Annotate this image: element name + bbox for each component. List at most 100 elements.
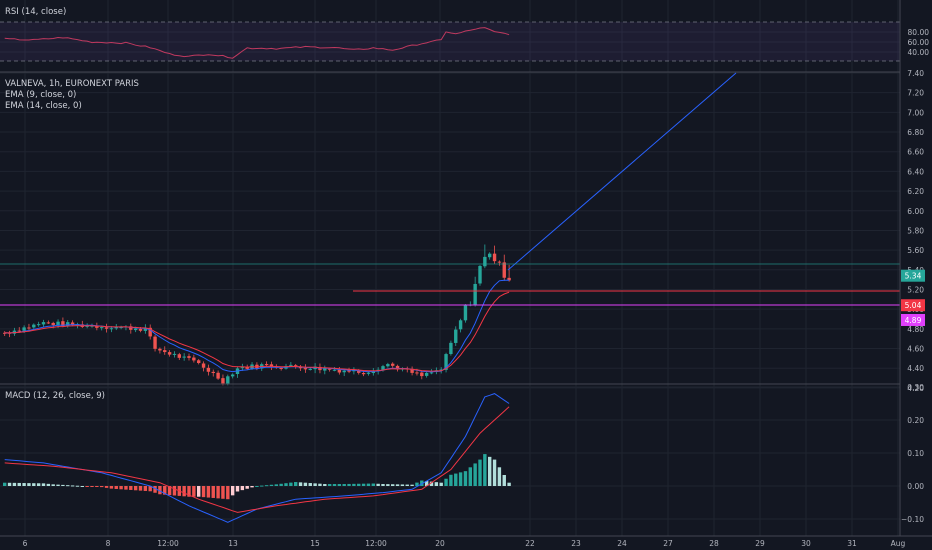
macd-histogram-bar <box>51 484 55 486</box>
macd-histogram-bar <box>458 472 463 486</box>
candle-body <box>206 367 211 372</box>
candle-body <box>381 366 385 370</box>
macd-tick-label: 0.10 <box>907 449 924 458</box>
price-label-box <box>901 269 925 282</box>
macd-histogram-bar <box>410 484 414 486</box>
price-level-labels: 5.34 5.04 4.89 <box>901 269 925 326</box>
candle-body <box>391 363 395 366</box>
candle-body <box>148 327 152 337</box>
candle-body <box>507 277 511 281</box>
candle-body <box>216 372 220 379</box>
macd-histogram-bar <box>318 483 322 486</box>
time-tick-label: 31 <box>847 539 857 548</box>
candle-body <box>439 369 443 371</box>
macd-histogram-bar <box>182 486 186 497</box>
candle-body <box>337 369 342 373</box>
macd-histogram-bar <box>240 486 245 491</box>
macd-histogram-bar <box>468 467 472 486</box>
candle-body <box>114 327 118 329</box>
macd-histogram-bar <box>260 485 264 487</box>
candle-body <box>41 322 46 325</box>
price-tick-label: 5.80 <box>907 226 924 235</box>
candle-body <box>143 327 148 331</box>
candle-body <box>420 372 424 377</box>
macd-histogram-bar <box>269 484 274 486</box>
macd-histogram-bar <box>342 484 346 486</box>
candle-body <box>133 328 138 331</box>
candle-body <box>245 367 249 369</box>
price-label-box <box>901 313 925 326</box>
macd-histogram-bar <box>109 486 114 489</box>
macd-panel[interactable]: MACD (12, 26, close, 9) <box>3 391 511 523</box>
candle-body <box>158 348 162 351</box>
price-tick-label: 4.60 <box>907 345 924 354</box>
price-label-box <box>901 299 925 312</box>
rsi-panel[interactable]: RSI (14, close) <box>0 7 900 62</box>
candle-body <box>342 370 346 373</box>
price-tick-label: 7.40 <box>907 69 924 78</box>
macd-legend: MACD (12, 26, close, 9) <box>5 391 105 401</box>
macd-histogram-bar <box>61 484 65 486</box>
macd-histogram-bar <box>449 474 453 486</box>
time-tick-label: 23 <box>571 539 581 548</box>
macd-histogram-bar <box>478 459 482 486</box>
time-tick-label: 13 <box>228 539 238 548</box>
candle-body <box>429 372 434 374</box>
time-axis[interactable]: 6 8 12:00 13 15 12:00 20 22 23 24 27 28 29 30 31 Aug <box>23 539 906 548</box>
candle-body <box>201 363 206 368</box>
price-tick-label: 6.40 <box>907 167 924 176</box>
macd-histogram-bar <box>66 485 70 487</box>
candle-body <box>357 370 361 373</box>
candle-body <box>192 357 196 361</box>
candle-body <box>497 261 502 263</box>
candle-body <box>138 328 143 331</box>
candle-body <box>458 320 463 330</box>
macd-histogram-bar <box>148 486 152 492</box>
macd-histogram-bar <box>158 486 162 495</box>
candle-body <box>395 365 400 370</box>
time-tick-label: 28 <box>709 539 719 548</box>
macd-histogram-bar <box>400 484 405 486</box>
macd-histogram-bar <box>395 484 400 486</box>
macd-histogram-bar <box>488 456 492 486</box>
price-tick-label: 7.20 <box>907 89 924 98</box>
candle-body <box>95 325 99 328</box>
macd-histogram-bar <box>221 486 225 499</box>
macd-histogram-bar <box>12 482 17 486</box>
macd-histogram-bar <box>163 486 167 495</box>
macd-histogram-bar <box>235 486 240 492</box>
macd-histogram-bar <box>7 482 12 486</box>
macd-histogram-bar <box>497 467 502 486</box>
macd-histogram-bar <box>32 483 36 486</box>
macd-histogram-bar <box>415 482 419 486</box>
price-panel[interactable]: VALNEVA, 1h, EURONEXT PARIS EMA (9, clos… <box>0 72 900 386</box>
candle-body <box>66 322 70 327</box>
candle-body <box>347 370 351 372</box>
time-tick-label: 22 <box>525 539 535 548</box>
macd-histogram-bar <box>386 484 390 486</box>
ema-14-line <box>4 291 510 372</box>
price-axis-background[interactable] <box>900 0 932 536</box>
candle-body <box>61 321 65 326</box>
price-tick-label: 5.60 <box>907 246 924 255</box>
rsi-legend: RSI (14, close) <box>5 7 66 17</box>
candle-body <box>269 364 274 368</box>
candle-body <box>289 364 293 366</box>
macd-histogram-bar <box>133 486 138 491</box>
candle-body <box>366 372 371 374</box>
candle-body <box>352 370 356 372</box>
grid-lines <box>0 0 900 536</box>
macd-histogram-bar <box>17 482 21 486</box>
candle-body <box>153 336 157 349</box>
macd-histogram-bar <box>357 483 361 486</box>
price-label-text: 5.34 <box>905 272 922 281</box>
trend-line[interactable] <box>507 72 737 271</box>
macd-histogram-bar <box>434 482 439 486</box>
candle-body <box>56 321 60 326</box>
candle-body <box>167 352 172 355</box>
candle-body <box>264 364 269 366</box>
price-tick-label: 6.80 <box>907 128 924 137</box>
candle-body <box>473 283 477 305</box>
